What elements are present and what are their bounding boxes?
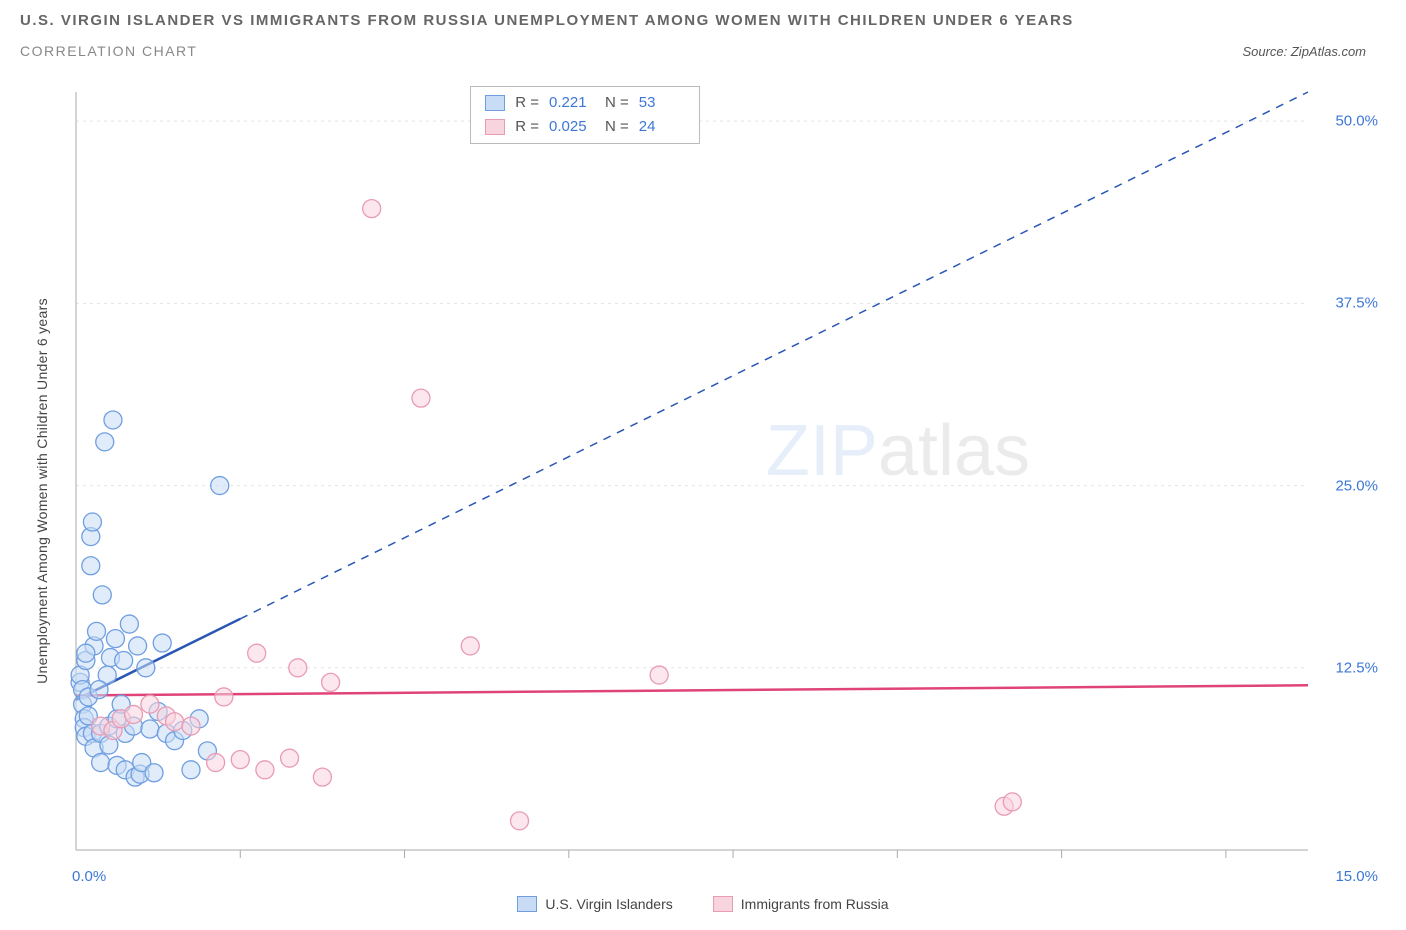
series-swatch [517,896,537,912]
stats-row: R = 0.221 N = 53 [485,91,685,115]
series-swatch [485,119,505,135]
r-value: 0.221 [549,91,595,115]
x-axis-origin-label: 0.0% [72,868,106,885]
y-axis-label: Unemployment Among Women with Children U… [34,298,50,684]
legend-item: U.S. Virgin Islanders [517,896,672,912]
r-label: R = [515,115,539,139]
chart-source: Source: ZipAtlas.com [1242,44,1366,59]
chart-title-line2: CORRELATION CHART [20,43,197,59]
series-swatch [713,896,733,912]
series-legend: U.S. Virgin Islanders Immigrants from Rus… [0,896,1406,912]
chart-area: Unemployment Among Women with Children U… [20,86,1378,880]
r-value: 0.025 [549,115,595,139]
n-label: N = [605,115,629,139]
correlation-stats-box: R = 0.221 N = 53 R = 0.025 N = 24 [470,86,700,144]
legend-label: U.S. Virgin Islanders [545,896,672,912]
n-value: 24 [639,115,685,139]
scatter-plot [20,86,1378,880]
legend-item: Immigrants from Russia [713,896,889,912]
legend-label: Immigrants from Russia [741,896,889,912]
series-swatch [485,95,505,111]
n-label: N = [605,91,629,115]
chart-header: U.S. VIRGIN ISLANDER VS IMMIGRANTS FROM … [0,0,1406,59]
y-tick-label: 50.0% [1335,113,1378,130]
y-tick-label: 37.5% [1335,295,1378,312]
y-tick-label: 12.5% [1335,659,1378,676]
r-label: R = [515,91,539,115]
n-value: 53 [639,91,685,115]
chart-title-line1: U.S. VIRGIN ISLANDER VS IMMIGRANTS FROM … [20,12,1386,29]
x-axis-max-label: 15.0% [1335,868,1378,885]
y-tick-label: 25.0% [1335,477,1378,494]
stats-row: R = 0.025 N = 24 [485,115,685,139]
